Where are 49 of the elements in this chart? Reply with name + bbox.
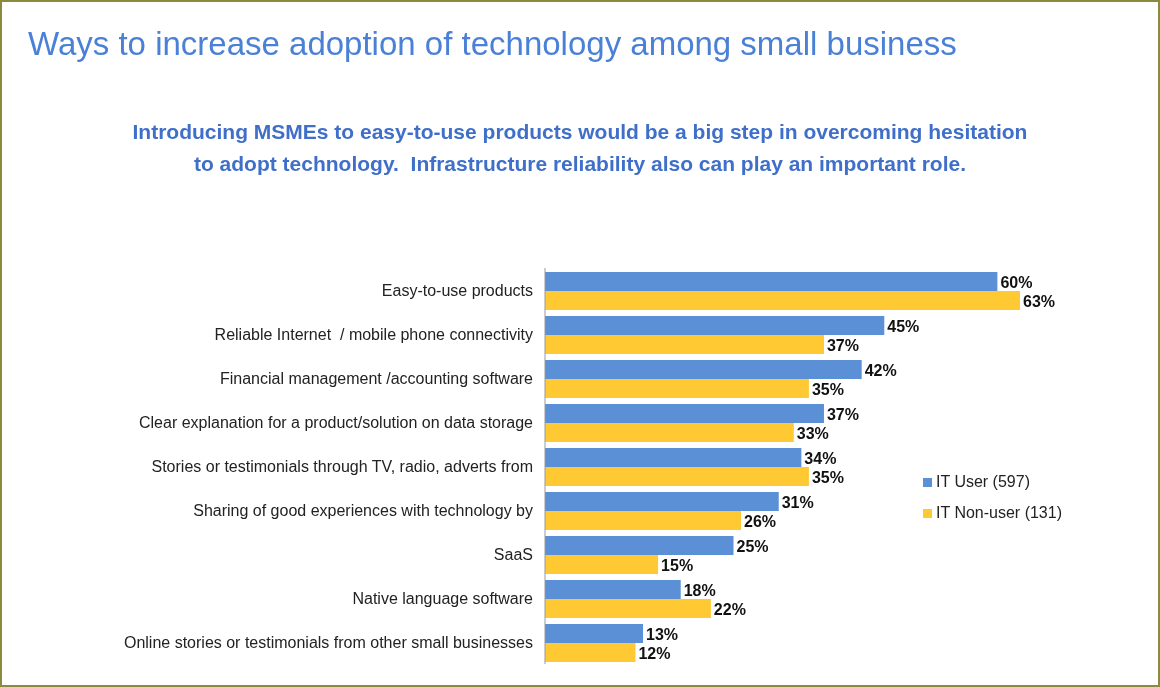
bar <box>545 467 809 486</box>
data-label: 45% <box>887 317 920 335</box>
legend-label: IT User (597) <box>936 473 1030 490</box>
bar <box>545 492 779 511</box>
data-label: 13% <box>646 625 679 643</box>
data-label: 33% <box>796 424 829 442</box>
data-label: 42% <box>864 361 897 379</box>
data-label: 37% <box>826 405 859 423</box>
bar <box>545 624 644 643</box>
data-label: 26% <box>744 512 777 530</box>
data-label: 25% <box>736 537 769 555</box>
bar <box>545 511 742 530</box>
data-label: 34% <box>804 449 837 467</box>
bar <box>545 316 885 335</box>
data-label: 22% <box>713 600 746 618</box>
bar <box>545 404 824 423</box>
data-label: 18% <box>683 581 716 599</box>
data-label: 63% <box>1023 292 1056 310</box>
y-tick-label: Clear explanation for a product/solution on data storage <box>138 414 534 431</box>
y-tick-label: Sharing of good experiences with technology by <box>193 502 533 519</box>
data-label: 60% <box>1000 273 1033 291</box>
y-tick-label: Native language software <box>352 590 534 607</box>
data-label: 15% <box>661 556 694 574</box>
bar <box>545 423 794 442</box>
data-label: 12% <box>638 644 671 662</box>
legend-label: IT Non-user (131) <box>936 504 1062 521</box>
data-label: 31% <box>781 493 814 511</box>
y-tick-label: Easy-to-use products <box>381 282 533 299</box>
bar <box>545 448 802 467</box>
bar <box>545 580 681 599</box>
chart-title: Ways to increase adoption of technology among small business <box>28 25 957 62</box>
y-tick-label: Online stories or testimonials from other small businesses <box>123 634 533 651</box>
y-tick-label: Financial management /accounting software <box>219 370 534 387</box>
y-tick-label: Stories or testimonials through TV, radio, adverts from <box>151 458 533 475</box>
bar <box>545 335 824 354</box>
bar <box>545 291 1020 310</box>
y-tick-label: Reliable Internet / mobile phone connectivity <box>214 326 533 343</box>
bar <box>545 272 998 291</box>
bar <box>545 379 809 398</box>
y-tick-label: SaaS <box>493 546 533 563</box>
data-label: 35% <box>811 380 844 398</box>
bar <box>545 360 862 379</box>
bar <box>545 643 636 662</box>
bar <box>545 536 734 555</box>
chart-subtitle: Introducing MSMEs to easy-to-use products would be a big step in overcoming hesitation to adopt technology. Infrastructure reliability also can play an important role. <box>132 120 1028 175</box>
bar <box>545 599 711 618</box>
data-label: 37% <box>826 336 859 354</box>
data-label: 35% <box>811 468 844 486</box>
bar <box>545 555 659 574</box>
